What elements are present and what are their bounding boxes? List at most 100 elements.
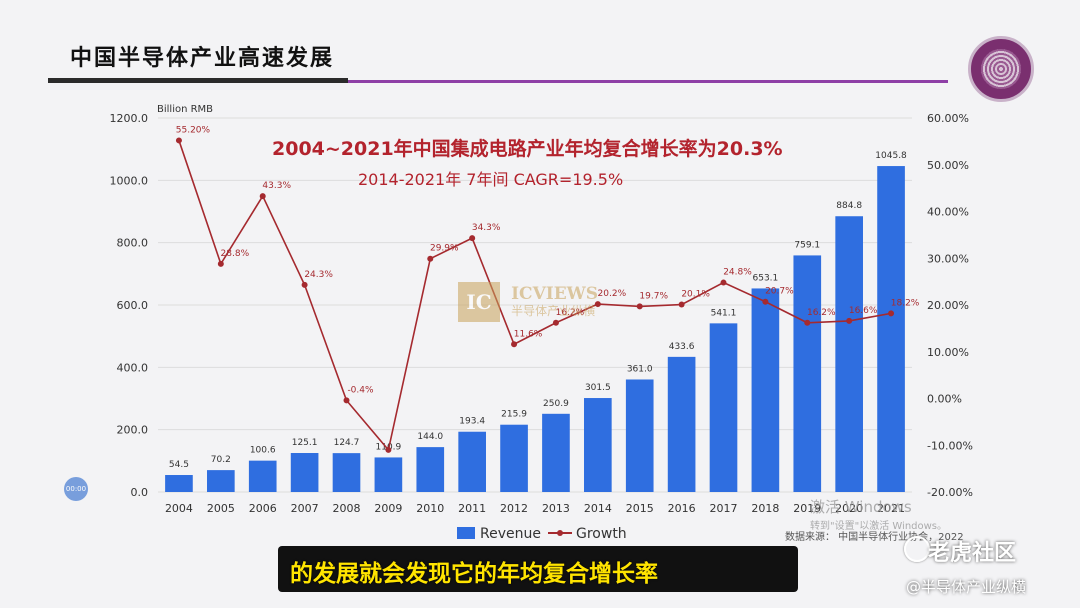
x-tick-label: 2016 <box>668 502 696 515</box>
growth-data-label: 11.6% <box>514 329 543 339</box>
x-tick-label: 2020 <box>835 502 863 515</box>
activate-windows-subtext: 转到"设置"以激活 Windows。 <box>810 521 948 532</box>
revenue-data-label: 215.9 <box>501 410 527 420</box>
growth-point <box>594 301 601 308</box>
y2-tick-label: 40.00% <box>927 206 969 219</box>
revenue-data-label: 884.8 <box>836 201 862 211</box>
x-tick-label: 2009 <box>374 502 402 515</box>
y-tick-label: 800.0 <box>117 237 149 250</box>
x-tick-label: 2011 <box>458 502 486 515</box>
x-tick-label: 2015 <box>626 502 654 515</box>
growth-point <box>636 303 643 310</box>
revenue-bar <box>625 379 654 492</box>
revenue-data-label: 361.0 <box>627 364 653 374</box>
y-tick-label: 0.0 <box>131 486 149 499</box>
x-tick-label: 2005 <box>207 502 235 515</box>
growth-point <box>427 255 434 262</box>
growth-line <box>178 140 892 452</box>
activate-windows-watermark: 激活 Windows 转到"设置"以激活 Windows。 <box>810 496 947 532</box>
revenue-data-label: 759.1 <box>794 240 820 250</box>
revenue-bar <box>207 470 235 492</box>
side-badge[interactable]: 00:00 <box>64 477 88 501</box>
revenue-data-label: 100.6 <box>250 446 276 456</box>
x-tick-label: 2006 <box>249 502 277 515</box>
cagr-subline: 2014-2021年 7年间 CAGR=19.5% <box>358 170 624 189</box>
revenue-bar <box>877 166 905 492</box>
video-subtitle: 的发展就会发现它的年均复合增长率 <box>290 561 658 587</box>
growth-point <box>720 279 727 286</box>
x-tick-label: 2010 <box>416 502 444 515</box>
revenue-data-label: 144.0 <box>417 432 443 442</box>
x-tick-label: 2014 <box>584 502 612 515</box>
revenue-bar <box>165 475 193 492</box>
growth-point <box>762 298 769 305</box>
revenue-bar <box>709 323 738 492</box>
legend-growth-marker <box>557 530 563 536</box>
y2-tick-label: 20.00% <box>927 299 969 312</box>
grid <box>158 117 912 493</box>
source-note: 数据来源： 中国半导体行业协会，2022 <box>785 532 964 543</box>
revenue-bar <box>332 453 361 492</box>
watermark-cn: 半导体产业纵横 <box>511 304 596 318</box>
x-tick-label: 2019 <box>793 502 821 515</box>
revenue-data-label: 653.1 <box>753 273 779 283</box>
growth-point <box>385 446 392 453</box>
title-rule-accent <box>48 78 348 83</box>
y2-tick-label: 50.00% <box>927 159 969 172</box>
icviews-watermark: IC ICVIEWS 半导体产业纵横 <box>458 282 598 322</box>
revenue-data-label: 70.2 <box>211 455 231 465</box>
revenue-data-label: 1045.8 <box>875 151 907 161</box>
icviews-logo-icon: IC <box>458 282 500 322</box>
revenue-bar <box>374 457 403 492</box>
y-axis-title: Billion RMB <box>157 104 213 115</box>
slide-title: 中国半导体产业高速发展 <box>70 46 335 71</box>
y-tick-label: 600.0 <box>117 299 149 312</box>
growth-point <box>846 317 853 324</box>
growth-point <box>552 319 559 326</box>
revenue-data-label: 125.1 <box>292 438 318 448</box>
x-tick-label: 2004 <box>165 502 193 515</box>
growth-data-label: 16.6% <box>849 306 878 316</box>
revenue-bar <box>542 413 570 492</box>
y-tick-label: 200.0 <box>117 424 149 437</box>
growth-point <box>259 193 266 200</box>
revenue-data-label: 124.7 <box>334 438 360 448</box>
growth-data-label: 34.3% <box>472 223 501 233</box>
revenue-bar <box>584 398 612 492</box>
bar-series: 54.570.2100.6125.1124.7110.9144.0193.421… <box>165 151 907 492</box>
growth-point <box>888 310 895 317</box>
revenue-data-label: 250.9 <box>543 399 569 409</box>
activate-windows-text: 激活 Windows <box>810 498 912 516</box>
growth-data-label: 43.3% <box>262 181 291 191</box>
growth-data-label: -0.4% <box>347 385 374 395</box>
growth-point <box>217 260 224 267</box>
cagr-headline: 2004~2021年中国集成电路产业年均复合增长率为20.3% <box>272 138 783 160</box>
x-tick-label: 2007 <box>291 502 319 515</box>
growth-series: 55.20% 28.8% 43.3% 24.3% -0.4% 29.9% 34.3% 11.6… <box>176 125 920 453</box>
growth-point <box>469 235 476 242</box>
revenue-bar <box>835 216 863 492</box>
growth-data-label: 28.8% <box>221 249 250 259</box>
growth-data-label: 19.7% <box>639 291 668 301</box>
y2-tick-label: 30.00% <box>927 252 969 265</box>
growth-data-label: 55.20% <box>176 125 211 135</box>
growth-point <box>804 319 811 326</box>
growth-data-label: 16.2% <box>556 308 585 318</box>
y2-tick-label: -10.00% <box>927 439 973 452</box>
revenue-bar <box>416 447 445 492</box>
y-tick-label: 400.0 <box>117 361 149 374</box>
revenue-data-label: 433.6 <box>669 342 695 352</box>
growth-data-label: 20.7% <box>765 287 794 297</box>
x-tick-label: 2021 <box>877 502 905 515</box>
x-tick-label: 2018 <box>751 502 779 515</box>
revenue-bar <box>500 424 528 492</box>
subtitle-background <box>278 546 798 592</box>
revenue-bar <box>667 356 696 492</box>
revenue-bar <box>793 255 822 492</box>
growth-data-label: 24.8% <box>723 268 752 278</box>
revenue-bar <box>751 288 780 492</box>
growth-point <box>511 341 518 348</box>
growth-data-label: 29.9% <box>430 244 459 254</box>
x-tick-label: 2017 <box>710 502 738 515</box>
